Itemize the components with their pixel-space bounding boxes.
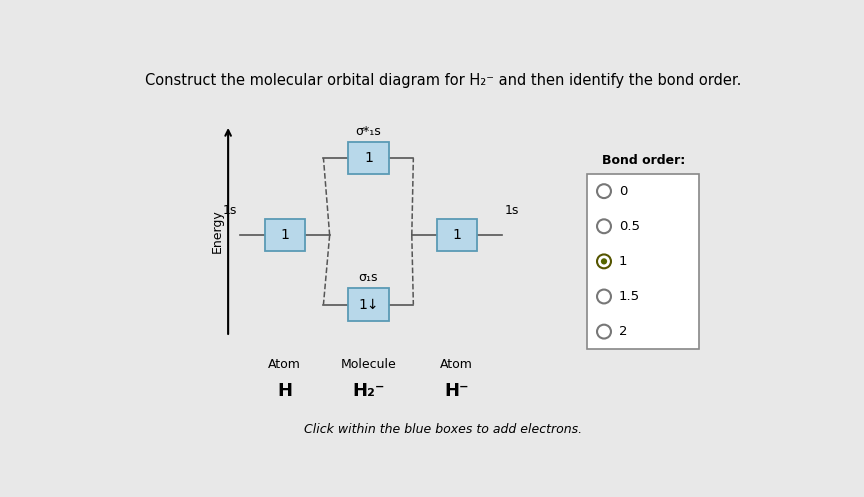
FancyBboxPatch shape (587, 173, 699, 349)
Circle shape (600, 258, 607, 264)
FancyBboxPatch shape (348, 288, 389, 321)
Text: Construct the molecular orbital diagram for H₂⁻ and then identify the bond order: Construct the molecular orbital diagram … (144, 74, 741, 88)
Text: 1↓: 1↓ (359, 298, 378, 312)
Text: Atom: Atom (268, 358, 302, 371)
Text: σ*₁s: σ*₁s (355, 125, 381, 138)
Text: 1s: 1s (505, 204, 519, 218)
Text: Bond order:: Bond order: (601, 155, 685, 167)
FancyBboxPatch shape (436, 219, 477, 251)
Text: H⁻: H⁻ (444, 382, 469, 400)
Text: Molecule: Molecule (340, 358, 397, 371)
Text: Click within the blue boxes to add electrons.: Click within the blue boxes to add elect… (304, 423, 581, 436)
FancyBboxPatch shape (264, 219, 305, 251)
Text: 0.5: 0.5 (619, 220, 639, 233)
Text: 1: 1 (364, 151, 373, 165)
FancyBboxPatch shape (348, 142, 389, 174)
Text: H₂⁻: H₂⁻ (353, 382, 384, 400)
Text: 1.5: 1.5 (619, 290, 640, 303)
Text: 1: 1 (619, 255, 627, 268)
Text: 1s: 1s (222, 204, 237, 218)
Text: 1: 1 (280, 228, 289, 242)
Text: σ₁s: σ₁s (359, 271, 378, 284)
Text: Atom: Atom (441, 358, 473, 371)
Text: 2: 2 (619, 325, 627, 338)
Text: Energy: Energy (211, 209, 224, 253)
Text: H: H (277, 382, 292, 400)
Text: 1: 1 (453, 228, 461, 242)
Text: 0: 0 (619, 185, 627, 198)
